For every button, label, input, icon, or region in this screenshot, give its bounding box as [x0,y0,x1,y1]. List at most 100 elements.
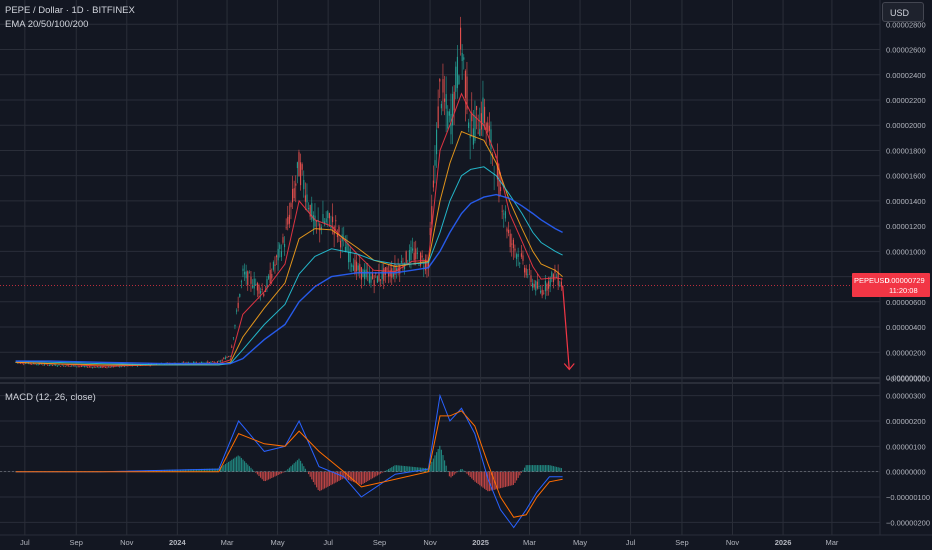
candle-body [496,160,498,180]
candle-body [456,56,458,89]
currency-button[interactable]: USD [882,2,924,22]
candle-body [548,281,550,289]
macd-histogram-bar [453,471,455,475]
price-tick-label: 0.00001800 [886,146,926,155]
macd-histogram-bar [354,471,356,483]
macd-histogram-bar [472,471,474,481]
symbol-title[interactable]: PEPE / Dollar · 1D · BITFINEX [5,5,135,16]
projection-arrow-head [563,363,575,371]
macd-histogram-bar [247,464,249,472]
candle-body [284,244,286,248]
time-tick-label: Mar [523,538,536,547]
candle-body [226,357,228,358]
macd-histogram-bar [287,469,289,472]
macd-histogram-bar [408,466,410,472]
candle-body [477,132,479,134]
macd-histogram-bar [309,471,311,477]
macd-indicator-label[interactable]: MACD (12, 26, close) [5,392,96,403]
candle-body [340,240,342,248]
candle-body [370,276,372,283]
candle-body [119,365,121,367]
candle-body [24,363,26,364]
candle-body [277,248,279,261]
candle-body [60,365,62,367]
candle-body [399,266,401,274]
macd-histogram-bar [253,471,255,472]
macd-histogram-bar [199,468,201,472]
candle-body [471,112,473,122]
macd-histogram-bar [501,471,503,488]
candle-body [304,195,306,202]
macd-pane[interactable] [0,393,880,529]
candle-body [413,252,415,261]
candle-body [535,281,537,291]
macd-histogram-bar [392,466,394,472]
candle-body [338,226,340,233]
candle-body [484,106,486,123]
macd-histogram-bar [290,466,292,472]
macd-histogram-bar [183,469,185,472]
candle-body [244,271,246,275]
time-axis[interactable]: Jul Sep Nov 2024 Mar May Jul Sep Nov 2025 Mar May Ju… [20,538,839,547]
candle-body [373,280,375,286]
macd-histogram-bar [434,455,436,472]
candle-body [516,254,518,259]
candle-body [271,273,273,279]
macd-histogram-bar [344,471,346,479]
candle-body [245,271,247,279]
time-tick-label: 2025 [472,538,489,547]
macd-histogram-bar [370,471,372,480]
macd-histogram-bar [372,471,374,479]
candle-body [490,129,492,150]
candle-body [61,364,63,366]
macd-histogram-bar [212,468,214,472]
candle-body [264,290,266,293]
candle-body [448,111,450,116]
macd-histogram-bar [514,471,516,483]
price-axis[interactable]: 0.00002800 0.00002600 0.00002400 0.00002200… [886,20,930,383]
candle-body [463,57,465,60]
macd-histogram-bar [173,469,175,472]
macd-histogram-bar [346,471,348,480]
candle-body [437,106,439,128]
candle-body [261,289,263,291]
macd-histogram-bar [364,471,366,483]
macd-histogram-bar [460,469,462,472]
candle-body [408,250,410,262]
macd-histogram-bar [541,465,543,472]
macd-histogram-bar [484,471,486,489]
macd-histogram-bar [220,467,222,472]
macd-tick-label: −0.00000100 [886,493,930,502]
macd-histogram-bar [200,468,202,472]
candle-body [36,364,38,366]
macd-histogram-bar [248,466,250,472]
macd-histogram-bar [530,465,532,472]
candle-body [101,366,103,368]
macd-histogram-bar [168,469,170,472]
macd-histogram-bar [264,471,266,482]
candle-body [335,220,337,222]
candle-body [556,276,558,278]
macd-histogram-bar [207,468,209,472]
candle-body [466,76,468,110]
price-pane[interactable] [0,16,880,371]
candle-body [55,364,57,366]
macd-histogram-bar [492,471,494,491]
candle-body [549,277,551,287]
ema-indicator-label[interactable]: EMA 20/50/100/200 [5,19,89,30]
macd-histogram-bar [365,471,367,483]
candle-body [308,208,310,209]
candle-body [164,363,166,365]
macd-histogram-bar [516,471,518,481]
candle-body [87,366,89,368]
candle-body [79,366,81,368]
candle-body [368,273,370,283]
macd-histogram-bar [165,469,167,472]
macd-histogram-bar [263,471,265,481]
time-tick-label: Nov [120,538,134,547]
candle-body [114,366,116,367]
macd-axis[interactable]: 0.00000300 0.00000200 0.00000100 0.00000000… [886,392,930,528]
candle-body [234,324,236,327]
candle-body [376,276,378,283]
